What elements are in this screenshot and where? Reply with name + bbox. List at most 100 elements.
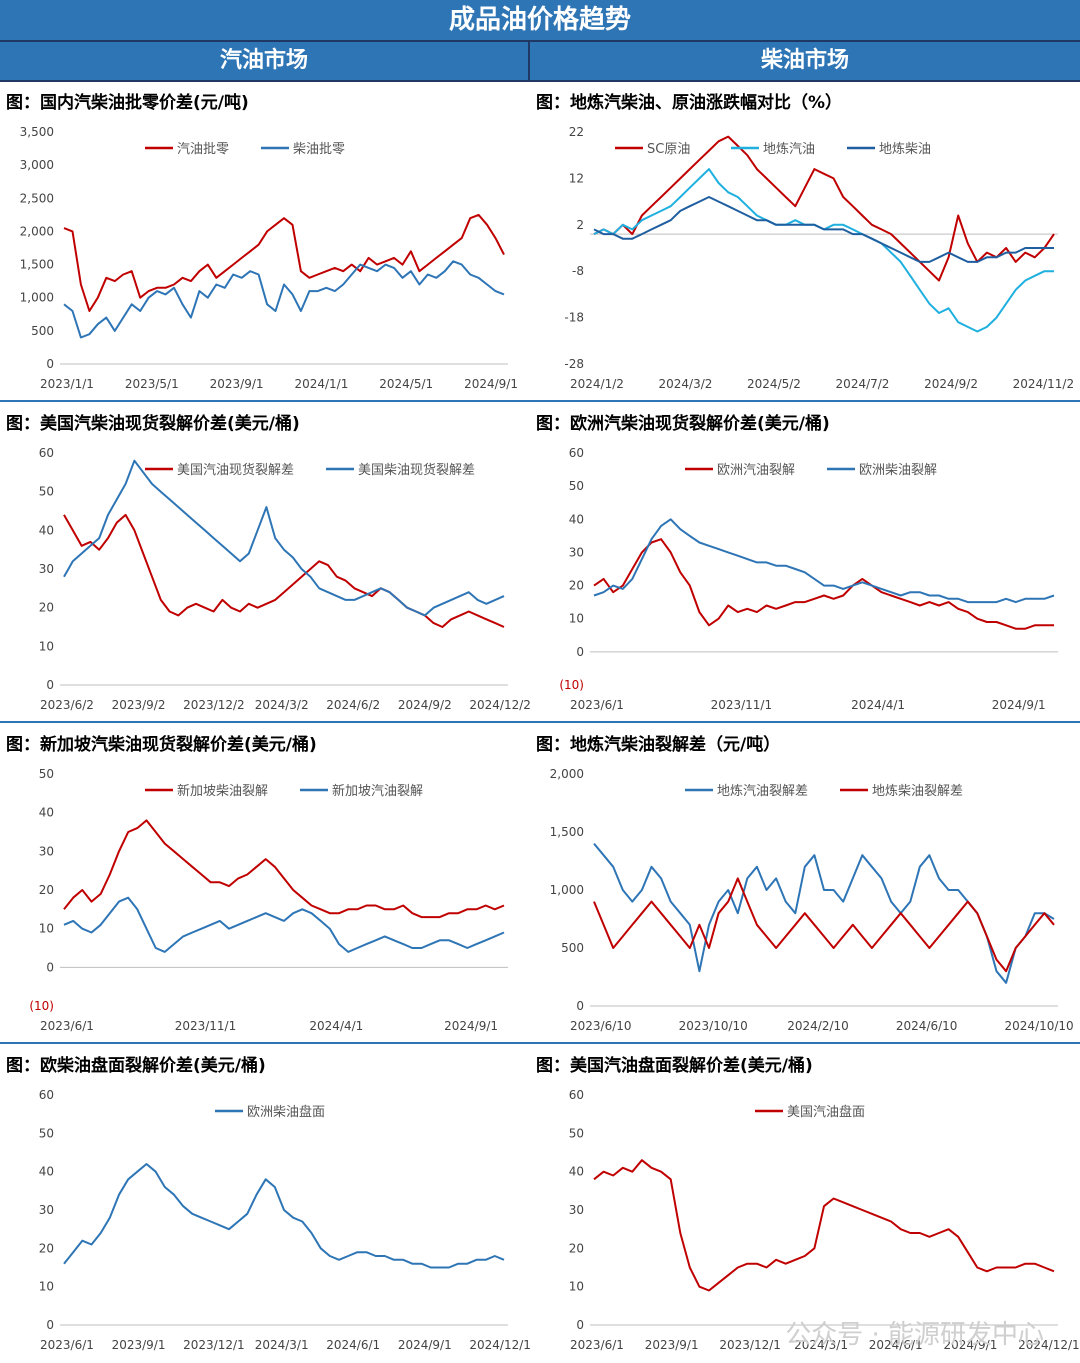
- y-tick-label: 20: [39, 601, 54, 615]
- y-tick-label: 60: [569, 1088, 584, 1102]
- x-tick-label: 2023/9/1: [112, 1338, 166, 1352]
- series-line-0: [63, 1163, 505, 1269]
- x-tick-label: 2024/6/2: [326, 698, 380, 712]
- x-tick-label: 2024/9/2: [398, 698, 452, 712]
- panel-separator: [0, 721, 530, 723]
- diesel-section-header: 柴油市场: [530, 42, 1080, 82]
- series-line-0: [63, 819, 505, 919]
- chart-title: 图：美国汽油盘面裂解价差(美元/桶): [536, 1056, 813, 1076]
- y-tick-label: (10): [559, 678, 584, 692]
- panel-separator: [0, 400, 530, 402]
- x-tick-label: 2024/9/1: [398, 1338, 452, 1352]
- y-tick-label: 20: [39, 1241, 54, 1255]
- x-tick-label: 2024/12/1: [1018, 1338, 1080, 1352]
- y-tick-label: 2,500: [20, 191, 54, 205]
- y-tick-label: 50: [39, 1126, 54, 1140]
- legend-label: 欧洲柴油裂解: [859, 463, 937, 478]
- panel-separator: [0, 1042, 530, 1044]
- x-tick-label: 2024/1/1: [294, 377, 348, 391]
- y-tick-label: 60: [569, 446, 584, 460]
- x-tick-label: 2024/11/2: [1013, 377, 1075, 391]
- chart-title: 图：地炼汽柴油、原油涨跌幅对比（%）: [536, 93, 843, 113]
- series-line-1: [593, 168, 1054, 333]
- x-tick-label: 2024/4/1: [309, 1019, 363, 1033]
- series-line-0: [593, 538, 1054, 630]
- x-tick-label: 2024/7/2: [836, 377, 890, 391]
- y-tick-label: 40: [569, 512, 584, 526]
- y-tick-label: 50: [569, 1126, 584, 1140]
- chart-panel-p4: 图：欧洲汽柴油现货裂解价差(美元/桶) 60 50 40 30 20 10 0 (10) 2023…: [530, 403, 1080, 723]
- chart-panel-p2: 图：地炼汽柴油、原油涨跌幅对比（%） 22 12 2 -8 -18 -28 2024/1/2 2…: [530, 82, 1080, 402]
- x-tick-label: 2023/6/10: [570, 1019, 632, 1033]
- x-tick-label: 2023/9/1: [645, 1338, 699, 1352]
- legend-label: 美国汽油盘面: [787, 1104, 865, 1120]
- series-line-1: [593, 877, 1055, 973]
- x-tick-label: 2023/1/1: [40, 377, 94, 391]
- y-tick-label: 0: [46, 357, 54, 371]
- legend-label: 地炼柴油裂解差: [872, 784, 963, 799]
- x-tick-label: 2023/6/1: [570, 1338, 624, 1352]
- chart-panel-p1: 图：国内汽柴油批零价差(元/吨) 3,500 3,000 2,500 2,000 1,50…: [0, 82, 530, 402]
- y-tick-label: 10: [39, 1280, 54, 1294]
- chart-title: 图：欧柴油盘面裂解价差(美元/桶): [6, 1056, 266, 1076]
- y-tick-label: 30: [39, 1203, 54, 1217]
- chart-panel-p6: 图：地炼汽柴油裂解差（元/吨） 2,000 1,500 1,000 500 0 2023/6…: [530, 724, 1080, 1044]
- x-tick-label: 2023/6/1: [570, 698, 624, 712]
- chart-svg: 60 50 40 30 20 10 0 2023/6/1 2023/9/1 2023/12/1 20…: [569, 1088, 1080, 1352]
- x-tick-label: 2024/6/10: [896, 1019, 958, 1033]
- x-tick-label: 2024/2/10: [787, 1019, 849, 1033]
- legend-label: 柴油批零: [293, 142, 345, 157]
- legend-label: 欧洲柴油盘面: [247, 1104, 325, 1120]
- y-tick-label: (10): [29, 999, 54, 1013]
- y-tick-label: 1,500: [550, 825, 584, 839]
- y-tick-label: 10: [569, 1280, 584, 1294]
- legend-label: 地炼汽油裂解差: [717, 784, 808, 799]
- chart-svg: 50 40 30 20 10 0 (10) 2023/6/1 2023/11/1 2024/4/1…: [29, 767, 508, 1033]
- legend-label: 新加坡柴油裂解: [177, 783, 268, 799]
- series-line-1: [63, 896, 505, 953]
- y-tick-label: 10: [39, 639, 54, 653]
- x-tick-label: 2024/4/1: [851, 698, 905, 712]
- legend-label: 新加坡汽油裂解: [332, 783, 423, 799]
- x-tick-label: 2023/12/1: [719, 1338, 781, 1352]
- y-tick-label: 60: [39, 1088, 54, 1102]
- x-tick-label: 2023/12/1: [183, 1338, 245, 1352]
- series-line-0: [63, 213, 505, 312]
- panel-separator: [530, 1042, 1080, 1044]
- y-tick-label: 1,500: [20, 258, 54, 272]
- y-tick-label: -8: [572, 264, 584, 278]
- x-tick-label: 2023/9/2: [112, 698, 166, 712]
- chart-panel-p5: 图：新加坡汽柴油现货裂解价差(美元/桶) 50 40 30 20 10 0 (10) 2023/…: [0, 724, 530, 1044]
- y-tick-label: 10: [569, 612, 584, 626]
- y-tick-label: 500: [561, 941, 584, 955]
- x-tick-label: 2024/5/1: [379, 377, 433, 391]
- chart-svg: 22 12 2 -8 -18 -28 2024/1/2 2024/3/2 2024/5/2 202…: [564, 125, 1075, 391]
- x-tick-label: 2023/9/1: [210, 377, 264, 391]
- y-tick-label: 10: [39, 922, 54, 936]
- x-tick-label: 2023/11/1: [711, 698, 773, 712]
- y-tick-label: -18: [564, 311, 584, 325]
- legend-label: 美国汽油现货裂解差: [177, 462, 294, 478]
- x-tick-label: 2023/10/10: [679, 1019, 748, 1033]
- y-tick-label: 30: [39, 562, 54, 576]
- y-tick-label: 1,000: [20, 291, 54, 305]
- y-tick-label: 20: [569, 579, 584, 593]
- y-tick-label: 0: [46, 960, 54, 974]
- y-tick-label: 40: [39, 523, 54, 537]
- series-line-1: [593, 518, 1055, 604]
- y-tick-label: 40: [39, 806, 54, 820]
- chart-title: 图：欧洲汽柴油现货裂解价差(美元/桶): [536, 414, 830, 434]
- chart-panel-p3: 图：美国汽柴油现货裂解价差(美元/桶) 60 50 40 30 20 10 0 2023/6/2…: [0, 403, 530, 723]
- x-tick-label: 2023/6/2: [40, 698, 94, 712]
- chart-title: 图：国内汽柴油批零价差(元/吨): [6, 93, 249, 113]
- x-tick-label: 2023/6/1: [40, 1019, 94, 1033]
- chart-svg: 60 50 40 30 20 10 0 2023/6/2 2023/9/2 2023/12/2 20…: [39, 446, 530, 712]
- x-tick-label: 2024/9/1: [943, 1338, 997, 1352]
- chart-svg: 60 50 40 30 20 10 0 (10) 2023/6/1 2023/11/1 2024/4…: [559, 446, 1058, 712]
- y-tick-label: -28: [564, 357, 584, 371]
- y-tick-label: 40: [569, 1165, 584, 1179]
- y-tick-label: 60: [39, 446, 54, 460]
- y-tick-label: 1,000: [550, 883, 584, 897]
- x-tick-label: 2023/12/2: [183, 698, 245, 712]
- y-tick-label: 2,000: [550, 767, 584, 781]
